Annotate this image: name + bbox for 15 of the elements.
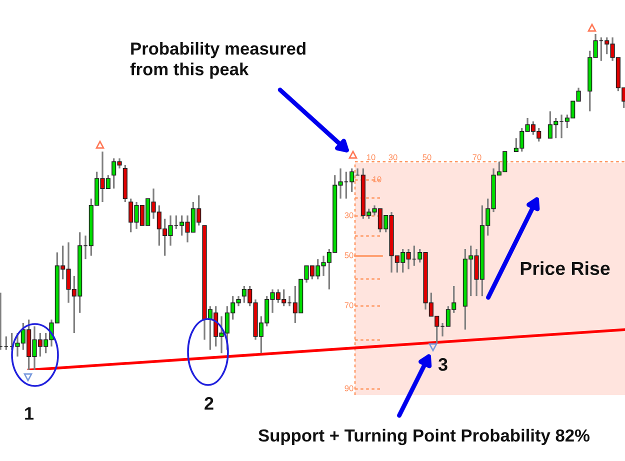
annotation: 70 [472, 154, 482, 160]
annotation: 3 [438, 358, 448, 371]
annotation: 50 [422, 154, 432, 160]
text: Support + Turning Point Probability 82% [258, 428, 590, 446]
annotation: Price Rise [520, 261, 610, 276]
annotation: 70 [344, 302, 354, 308]
annotation: 30 [344, 212, 354, 218]
annotation: 10 [373, 176, 382, 182]
text: 2 [204, 397, 214, 410]
annotation: 30 [388, 154, 398, 160]
text: 90 [344, 385, 354, 392]
annotation: Probability measured from this peak [130, 42, 306, 79]
annotation: 50 [344, 252, 354, 258]
annotation: 10 [367, 154, 376, 160]
text: 1 [25, 407, 34, 420]
